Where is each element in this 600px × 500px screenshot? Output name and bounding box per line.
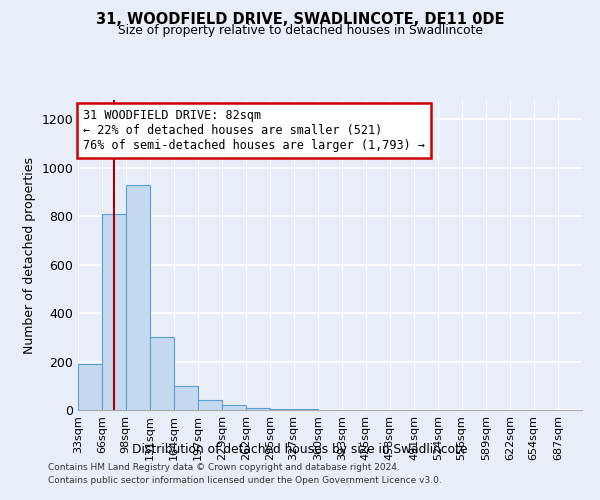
Y-axis label: Number of detached properties: Number of detached properties: [23, 156, 36, 354]
Text: Contains HM Land Registry data © Crown copyright and database right 2024.: Contains HM Land Registry data © Crown c…: [48, 464, 400, 472]
Bar: [246, 408, 270, 410]
Bar: [270, 409, 293, 410]
Bar: [199, 400, 222, 410]
Text: Distribution of detached houses by size in Swadlincote: Distribution of detached houses by size …: [132, 442, 468, 456]
Text: Size of property relative to detached houses in Swadlincote: Size of property relative to detached ho…: [118, 24, 482, 37]
Text: 31, WOODFIELD DRIVE, SWADLINCOTE, DE11 0DE: 31, WOODFIELD DRIVE, SWADLINCOTE, DE11 0…: [96, 12, 504, 28]
Bar: [150, 338, 174, 410]
Bar: [78, 364, 102, 410]
Text: 31 WOODFIELD DRIVE: 82sqm
← 22% of detached houses are smaller (521)
76% of semi: 31 WOODFIELD DRIVE: 82sqm ← 22% of detac…: [83, 110, 425, 152]
Text: Contains public sector information licensed under the Open Government Licence v3: Contains public sector information licen…: [48, 476, 442, 485]
Bar: [125, 185, 150, 410]
Bar: [102, 214, 125, 410]
Bar: [174, 386, 199, 410]
Bar: [222, 405, 246, 410]
